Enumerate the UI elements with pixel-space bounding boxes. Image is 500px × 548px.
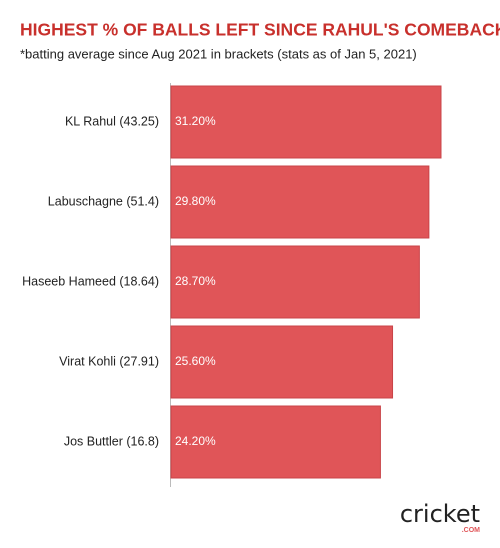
chart-title: HIGHEST % OF BALLS LEFT SINCE RAHUL'S CO… bbox=[20, 20, 500, 40]
value-label: 29.80% bbox=[175, 194, 216, 208]
logo-suffix: .COM bbox=[462, 527, 480, 534]
y-tick-label: Haseeb Hameed (18.64) bbox=[22, 274, 159, 288]
value-label: 31.20% bbox=[175, 114, 216, 128]
value-label: 28.70% bbox=[175, 274, 216, 288]
y-tick-label: KL Rahul (43.25) bbox=[65, 114, 159, 128]
y-tick-label: Virat Kohli (27.91) bbox=[59, 354, 159, 368]
y-tick-label: Labuschagne (51.4) bbox=[48, 194, 159, 208]
value-label: 25.60% bbox=[175, 354, 216, 368]
chart-subtitle: *batting average since Aug 2021 in brack… bbox=[20, 46, 417, 61]
bar bbox=[170, 405, 381, 479]
bar bbox=[170, 165, 430, 239]
y-tick-label: Jos Buttler (16.8) bbox=[64, 434, 159, 448]
logo-text: cricket bbox=[400, 500, 480, 528]
bar bbox=[170, 245, 420, 319]
bar bbox=[170, 85, 442, 159]
value-label: 24.20% bbox=[175, 434, 216, 448]
bar bbox=[170, 325, 394, 399]
